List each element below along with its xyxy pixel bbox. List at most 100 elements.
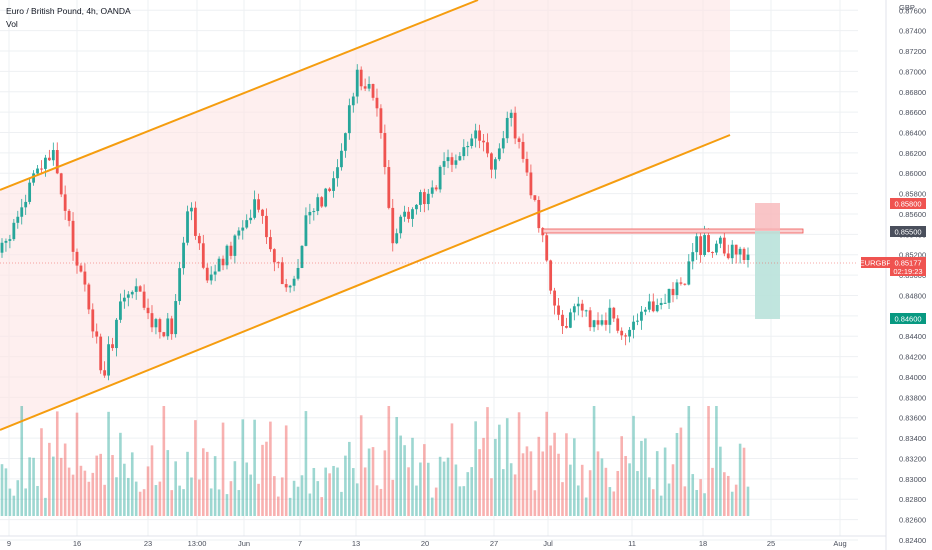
candle-body	[265, 215, 268, 238]
candle-body	[221, 258, 225, 266]
candle-body	[107, 344, 110, 376]
candle-body	[336, 167, 339, 179]
volume-bar	[71, 474, 75, 516]
chart-legend: Euro / British Pound, 4h, OANDA Vol	[6, 5, 131, 31]
candle-body	[115, 319, 118, 349]
candle-body	[738, 248, 742, 255]
volume-bar	[198, 479, 201, 516]
volume-bar	[304, 411, 308, 516]
candle-body	[186, 211, 189, 243]
candle-body	[308, 211, 312, 216]
volume-bar	[478, 449, 481, 516]
volume-bar	[146, 466, 150, 516]
volume-bar	[265, 441, 268, 516]
candle-body	[328, 188, 332, 191]
volume-bar	[663, 447, 667, 516]
volume-bar	[127, 477, 130, 516]
candle-body	[422, 192, 426, 205]
volume-bar	[209, 488, 213, 516]
volume-bar	[675, 433, 679, 516]
volume-bar	[608, 487, 612, 516]
candle-body	[4, 240, 8, 243]
symbol-title: Euro / British Pound, 4h, OANDA	[6, 6, 131, 16]
candle-body	[655, 305, 659, 312]
channel-upper-line[interactable]	[0, 0, 479, 191]
candle-body	[47, 157, 51, 161]
candle-body	[375, 97, 379, 109]
candle-body	[430, 187, 434, 194]
price-tick-label: 0.87000	[899, 67, 926, 76]
price-tick-label: 0.83800	[899, 393, 926, 402]
candle-body	[12, 222, 16, 240]
candle-body	[730, 244, 734, 259]
volume-bar	[612, 491, 616, 516]
candle-body	[103, 370, 107, 376]
candle-body	[343, 133, 347, 151]
volume-bar	[276, 496, 280, 516]
volume-bar	[95, 455, 99, 516]
volume-bar	[667, 483, 671, 516]
resistance-zone[interactable]	[542, 228, 804, 234]
volume-bar	[446, 457, 450, 516]
symbol-tag-text: EURGBP	[860, 259, 892, 268]
volume-bar	[620, 436, 623, 516]
candle-body	[671, 288, 675, 296]
volume-bar	[202, 448, 205, 516]
price-tick-label: 0.83000	[899, 475, 926, 484]
candle-body	[659, 302, 663, 306]
time-tick-label: 13	[352, 539, 360, 548]
volume-bar	[166, 450, 170, 516]
time-axis[interactable]: 9 16 23 13:00 Jun 7 13 20 27 Jul 11 18 25 Aug	[0, 535, 886, 548]
candle-body	[640, 311, 643, 321]
candle-body	[450, 157, 454, 165]
candle-body	[679, 282, 683, 284]
candle-body	[513, 112, 517, 139]
volume-bars	[0, 406, 750, 516]
volume-bar	[253, 419, 256, 516]
candle-body	[434, 187, 438, 190]
candle-body	[233, 235, 237, 256]
volume-bar	[655, 451, 659, 516]
candle-body	[675, 282, 679, 296]
candle-body	[194, 207, 197, 236]
candle-body	[158, 319, 162, 333]
volume-bar	[494, 438, 497, 516]
time-tick-label: 11	[628, 539, 636, 548]
volume-bar	[292, 480, 296, 516]
volume-bar	[300, 475, 304, 516]
volume-bar	[367, 448, 371, 516]
time-tick-label: Jun	[238, 539, 250, 548]
candle-body	[517, 138, 521, 142]
volume-bar	[553, 432, 556, 516]
candle-body	[387, 167, 391, 208]
candle-body	[44, 157, 47, 169]
candle-body	[734, 244, 738, 255]
candle-body	[79, 265, 83, 272]
volume-bar	[426, 462, 430, 516]
candle-body	[111, 344, 114, 349]
candle-body	[501, 138, 505, 149]
volume-bar	[569, 464, 572, 516]
candle-body	[28, 182, 32, 202]
volume-bar	[454, 464, 458, 516]
candle-body	[446, 157, 450, 162]
take-profit-zone[interactable]	[755, 231, 780, 319]
candle-body	[722, 237, 726, 254]
candle-body	[695, 236, 699, 253]
channel-lower-line[interactable]	[0, 134, 731, 431]
volume-bar	[20, 406, 24, 516]
volume-bar	[40, 428, 43, 516]
candle-body	[391, 207, 395, 244]
candle-body	[359, 69, 363, 87]
volume-bar	[509, 463, 513, 516]
candle-body	[71, 220, 75, 252]
volume-bar	[498, 424, 501, 516]
price-tick-label: 0.87200	[899, 47, 926, 56]
volume-bar	[59, 457, 63, 516]
candle-body	[490, 153, 493, 170]
stop-loss-zone[interactable]	[755, 203, 780, 231]
candle-body	[24, 201, 28, 208]
candle-body	[40, 168, 43, 170]
candle-body	[304, 215, 308, 246]
